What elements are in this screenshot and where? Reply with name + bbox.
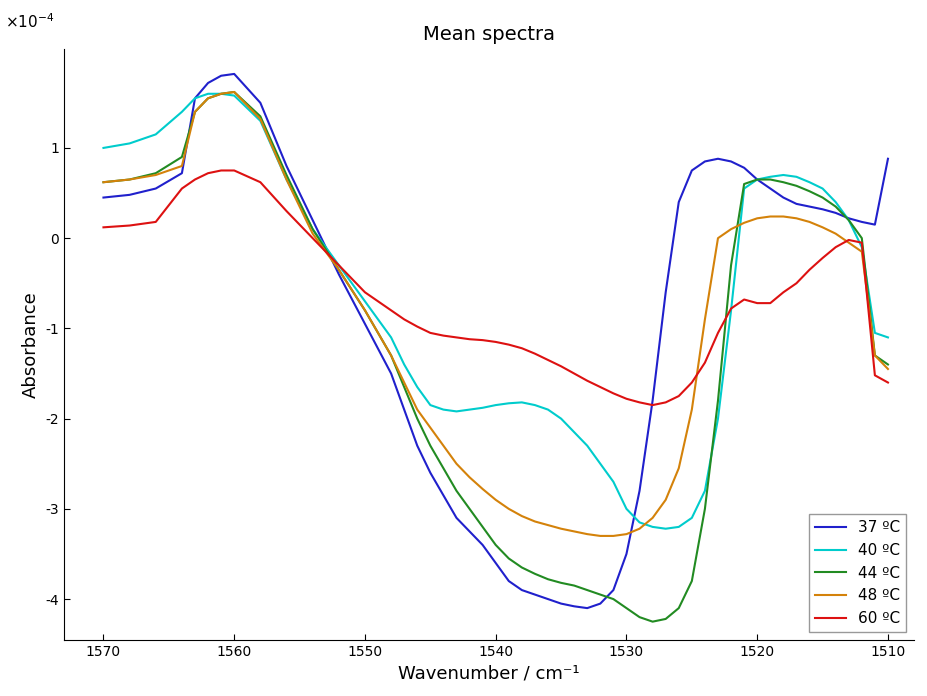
40 ºC [581, 441, 592, 450]
44 ºC [228, 88, 239, 96]
37 ºC [882, 155, 893, 163]
40 ºC [464, 406, 475, 414]
Line: 48 ºC: 48 ºC [103, 92, 887, 536]
37 ºC [97, 193, 108, 202]
60 ºC [646, 401, 657, 409]
48 ºC [464, 473, 475, 482]
Y-axis label: Absorbance: Absorbance [22, 291, 40, 397]
X-axis label: Wavenumber / cm⁻¹: Wavenumber / cm⁻¹ [398, 664, 579, 682]
44 ºC [633, 613, 644, 622]
37 ºC [646, 397, 657, 405]
37 ºC [542, 595, 553, 603]
37 ºC [189, 94, 200, 102]
40 ºC [672, 523, 683, 531]
48 ºC [594, 532, 605, 540]
Line: 37 ºC: 37 ºC [103, 74, 887, 608]
44 ºC [646, 617, 657, 626]
40 ºC [882, 333, 893, 342]
44 ºC [97, 178, 108, 187]
40 ºC [97, 144, 108, 152]
60 ºC [97, 223, 108, 232]
60 ºC [215, 166, 226, 175]
48 ºC [882, 365, 893, 373]
44 ºC [189, 108, 200, 116]
60 ºC [464, 335, 475, 343]
60 ºC [189, 175, 200, 184]
48 ºC [542, 521, 553, 529]
44 ºC [542, 575, 553, 583]
40 ºC [189, 94, 200, 102]
Title: Mean spectra: Mean spectra [423, 25, 554, 45]
48 ºC [97, 178, 108, 187]
44 ºC [672, 604, 683, 612]
Line: 44 ºC: 44 ºC [103, 92, 887, 622]
40 ºC [202, 90, 213, 98]
40 ºC [542, 406, 553, 414]
60 ºC [542, 356, 553, 364]
37 ºC [464, 528, 475, 536]
48 ºC [228, 88, 239, 96]
Text: $\times10^{-4}$: $\times10^{-4}$ [5, 13, 54, 31]
60 ºC [882, 379, 893, 387]
44 ºC [464, 505, 475, 513]
40 ºC [633, 519, 644, 527]
48 ºC [672, 464, 683, 473]
44 ºC [581, 586, 592, 594]
Legend: 37 ºC, 40 ºC, 44 ºC, 48 ºC, 60 ºC: 37 ºC, 40 ºC, 44 ºC, 48 ºC, 60 ºC [808, 514, 906, 632]
Line: 40 ºC: 40 ºC [103, 94, 887, 529]
48 ºC [581, 530, 592, 538]
44 ºC [882, 361, 893, 369]
60 ºC [581, 377, 592, 385]
37 ºC [672, 198, 683, 206]
48 ºC [646, 514, 657, 522]
37 ºC [594, 599, 605, 608]
60 ºC [672, 392, 683, 400]
60 ºC [633, 398, 644, 406]
48 ºC [189, 108, 200, 116]
37 ºC [228, 70, 239, 78]
40 ºC [659, 525, 670, 533]
37 ºC [581, 604, 592, 612]
Line: 60 ºC: 60 ºC [103, 171, 887, 405]
